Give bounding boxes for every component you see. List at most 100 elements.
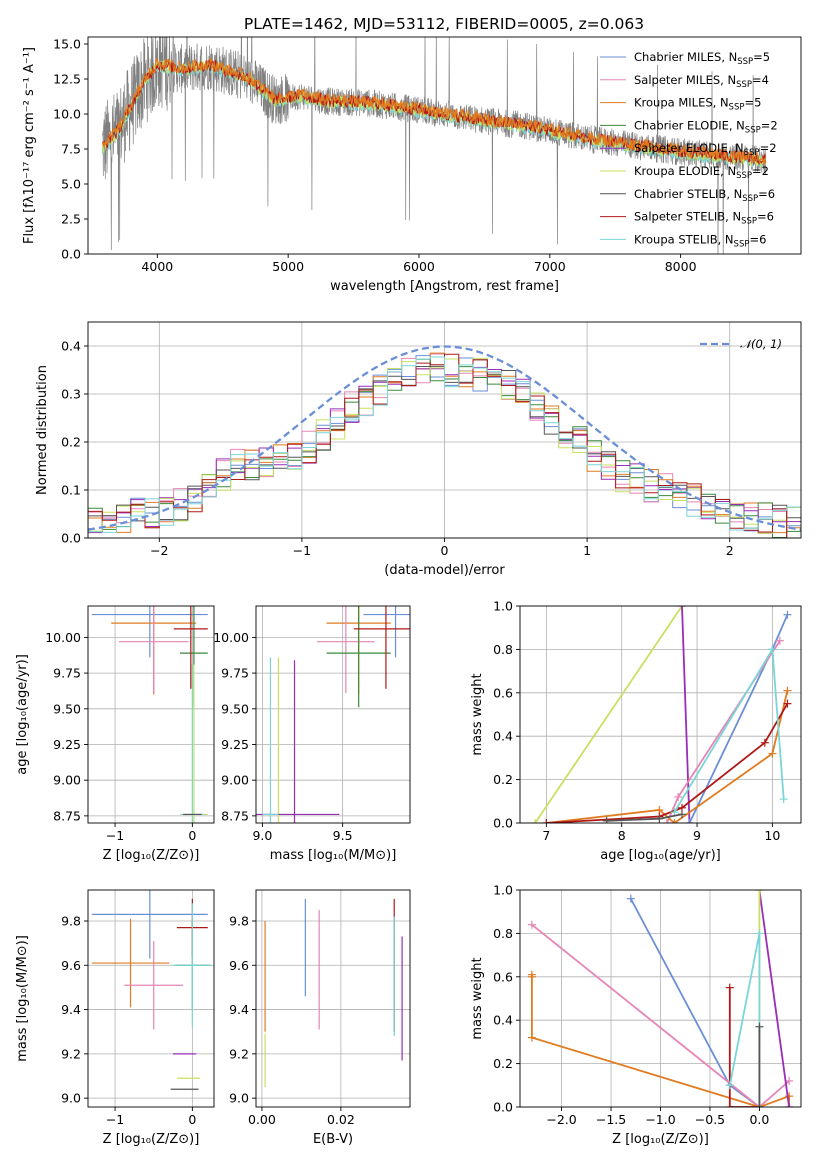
weight-series-line xyxy=(758,890,790,1107)
data-point xyxy=(91,606,208,658)
weight-marker xyxy=(527,972,536,981)
y-tick-label: 0.8 xyxy=(493,642,513,657)
weight-series-line xyxy=(546,690,789,823)
legend-text: Kroupa STELIB, N xyxy=(634,232,734,246)
x-tick-label: 0 xyxy=(188,828,196,843)
weight-marker xyxy=(779,795,788,804)
y-tick-label: 0.0 xyxy=(493,1100,513,1115)
y-axis-label: Normed distribution xyxy=(35,365,50,495)
x-axis-label: E(B-V) xyxy=(313,1132,353,1147)
normal-curve xyxy=(88,345,801,531)
x-axis-label: age [log₁₀(age/yr)] xyxy=(600,848,721,863)
y-tick-label: 8.75 xyxy=(53,808,81,823)
ebv_vs_mass-axes: 0.00 0.02 9.0 9.2 9.4 9.6 9.8 E(B-V) xyxy=(229,890,410,1147)
weight-marker xyxy=(527,920,536,929)
y-tick-label: 9.50 xyxy=(221,701,249,716)
y-tick-label: 12.5 xyxy=(53,72,81,87)
legend-tail: =5 xyxy=(744,96,761,110)
weight-marker xyxy=(783,699,792,708)
weight-marker xyxy=(527,1033,536,1042)
legend-sub: SSP xyxy=(737,57,753,67)
x-axis-label: Z [log₁₀(Z/Z⊙)] xyxy=(612,1132,709,1147)
x-tick-label: −1 xyxy=(106,828,124,843)
residual_histogram-axes: −2 −1 0 1 2 0.0 0.1 0.2 0.3 0.4 (data-model)/error… xyxy=(35,322,801,578)
mass_vs_age-plot xyxy=(256,606,410,823)
mass_vs_age-axes: 9.0 9.5 8.75 9.00 9.25 9.50 9.75 10.00 mass [log… xyxy=(213,606,410,863)
ebv_vs_mass-grid xyxy=(256,890,410,1107)
y-tick-label: 9.00 xyxy=(53,773,81,788)
x-tick-label: 9.5 xyxy=(333,828,353,843)
x-tick-label: 0 xyxy=(188,1112,196,1127)
weight-marker xyxy=(670,819,679,823)
legend-entry: Kroupa ELODIE, NSSP=2 xyxy=(634,164,769,181)
weight-marker xyxy=(785,1076,794,1085)
spectrum-axes: 4000 5000 6000 7000 8000 0.0 2.5 5.0 7.5 10.0 12.5… xyxy=(22,37,697,295)
z_vs_age-plot xyxy=(91,606,208,823)
observed-spectrum-line xyxy=(102,37,766,254)
legend-entry: Chabrier MILES, NSSP=5 xyxy=(634,50,770,67)
age_vs_weight-plot xyxy=(531,606,792,823)
y-tick-label: 9.8 xyxy=(61,914,81,929)
legend-tail: =4 xyxy=(752,73,769,87)
y-tick-label: 2.5 xyxy=(61,212,81,227)
x-tick-label: 8 xyxy=(618,828,626,843)
histogram-plot xyxy=(88,345,801,538)
x-tick-label: 10 xyxy=(764,828,780,843)
legend-tail: =2 xyxy=(761,118,778,132)
x-tick-label: 4000 xyxy=(141,259,173,274)
x-tick-label: 9.0 xyxy=(252,828,272,843)
z_vs_age-frame xyxy=(87,605,215,824)
y-axis-label: mass weight xyxy=(470,957,485,1039)
weight-marker xyxy=(542,819,551,823)
z_vs_mass-axes: −1 0 9.0 9.2 9.4 9.6 9.8 Z [log₁₀(Z/Z⊙)] mass [l… xyxy=(15,890,214,1147)
weight-marker xyxy=(783,610,792,619)
y-tick-label: 9.6 xyxy=(229,958,249,973)
data-point xyxy=(173,903,212,1028)
x-tick-label: 0 xyxy=(441,543,449,558)
legend-entry: Salpeter ELODIE, NSSP=2 xyxy=(634,141,777,158)
weight-marker xyxy=(775,636,784,645)
x-tick-label: 8000 xyxy=(665,259,697,274)
y-tick-label: 1.0 xyxy=(493,599,513,614)
data-point xyxy=(173,606,208,689)
x-tick-label: 5000 xyxy=(272,259,304,274)
weight-marker xyxy=(602,816,611,823)
weight-marker xyxy=(655,814,664,823)
y-tick-label: 9.4 xyxy=(61,1002,81,1017)
figure-title: PLATE=1462, MJD=53112, FIBERID=0005, z=0… xyxy=(244,15,644,33)
data-point xyxy=(363,606,410,658)
x-tick-label: 0.0 xyxy=(749,1112,769,1127)
y-tick-label: 0.6 xyxy=(493,969,513,984)
y-tick-label: 0.0 xyxy=(493,816,513,831)
legend-sub: SSP xyxy=(741,217,757,227)
y-tick-label: 0.0 xyxy=(61,531,81,546)
weight-marker xyxy=(755,929,764,938)
x-tick-label: 0.00 xyxy=(248,1112,276,1127)
weight-marker xyxy=(674,792,683,801)
weight-series-line xyxy=(681,606,691,823)
weight-marker xyxy=(755,1022,764,1031)
z_vs_mass-grid xyxy=(88,890,214,1107)
age_vs_weight-axes: 7 8 9 10 0.0 0.2 0.4 0.6 0.8 1.0 age [log₁₀(age/yr… xyxy=(470,599,801,863)
weight-marker xyxy=(670,808,679,817)
spectrum-frame xyxy=(87,36,802,255)
model-spectrum-line xyxy=(101,58,766,168)
y-axis-label: mass [log₁₀(M/M⊙)] xyxy=(15,935,30,1062)
weight-marker xyxy=(783,686,792,695)
legend-entry: Chabrier ELODIE, NSSP=2 xyxy=(634,118,778,135)
weight-marker xyxy=(531,819,540,823)
legend-sub: SSP xyxy=(745,125,761,135)
x-tick-label: −2.0 xyxy=(546,1112,576,1127)
weight-marker xyxy=(760,738,769,747)
x-axis-label: wavelength [Angstrom, rest frame] xyxy=(330,279,559,294)
weight-series-line xyxy=(534,606,683,823)
weight-marker xyxy=(755,890,764,894)
mass_vs_age-grid xyxy=(256,606,410,823)
legend-entry: Kroupa MILES, NSSP=5 xyxy=(634,96,761,113)
legend-text: Chabrier STELIB, N xyxy=(634,187,742,201)
x-tick-label: 7000 xyxy=(534,259,566,274)
x-tick-label: −1.5 xyxy=(596,1112,626,1127)
data-point xyxy=(124,940,184,1030)
legend-tail: =6 xyxy=(757,210,774,224)
